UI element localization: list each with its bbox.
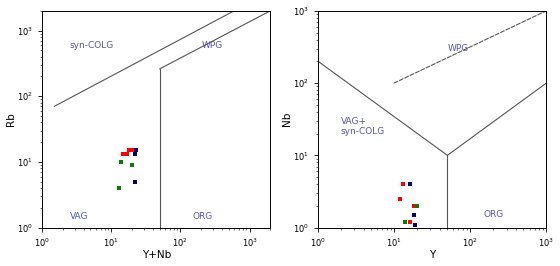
Text: syn-COLG: syn-COLG: [69, 41, 114, 49]
Point: [396, 197, 405, 201]
Text: WPG: WPG: [447, 44, 469, 53]
Point: [115, 186, 124, 190]
Point: [401, 220, 410, 224]
Point: [132, 148, 141, 152]
Text: WPG: WPG: [201, 41, 222, 49]
Point: [130, 152, 139, 157]
Point: [405, 182, 414, 186]
Point: [119, 152, 128, 157]
Text: ORG: ORG: [484, 210, 504, 219]
Point: [123, 152, 132, 157]
Point: [398, 182, 407, 186]
Point: [405, 220, 414, 224]
Point: [128, 163, 137, 167]
Point: [130, 180, 139, 184]
Point: [130, 150, 139, 155]
X-axis label: Y: Y: [429, 251, 435, 260]
Point: [117, 160, 126, 164]
Point: [409, 213, 418, 217]
Y-axis label: Rb: Rb: [6, 112, 16, 126]
Text: VAG+
syn-COLG: VAG+ syn-COLG: [341, 117, 385, 136]
Text: ORG: ORG: [193, 211, 213, 221]
Y-axis label: Nb: Nb: [282, 112, 292, 126]
Point: [413, 204, 422, 208]
Point: [411, 222, 420, 227]
Point: [409, 204, 418, 208]
Text: VAG: VAG: [69, 211, 88, 221]
X-axis label: Y+Nb: Y+Nb: [142, 251, 171, 260]
Point: [128, 148, 137, 152]
Point: [124, 148, 133, 152]
